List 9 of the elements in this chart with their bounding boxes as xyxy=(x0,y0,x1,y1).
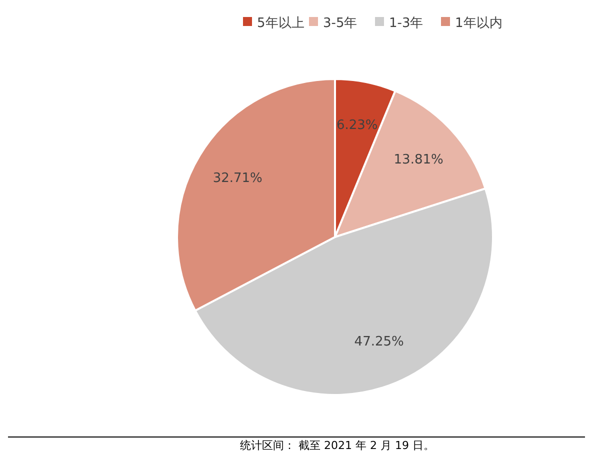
legend-label: 3-5年 xyxy=(323,16,358,31)
data-label: 47.25% xyxy=(354,334,404,350)
legend-label: 1-3年 xyxy=(389,16,424,31)
text: 统计区间： 截至 2021 年 2 月 19 日。 xyxy=(240,439,434,452)
legend-label: 1年以内 xyxy=(455,16,502,31)
data-label: 32.71% xyxy=(212,170,262,186)
data-label: 6.23% xyxy=(336,118,378,133)
data-label: 13.81% xyxy=(394,152,444,168)
legend-label: 5年以上 xyxy=(257,16,304,31)
